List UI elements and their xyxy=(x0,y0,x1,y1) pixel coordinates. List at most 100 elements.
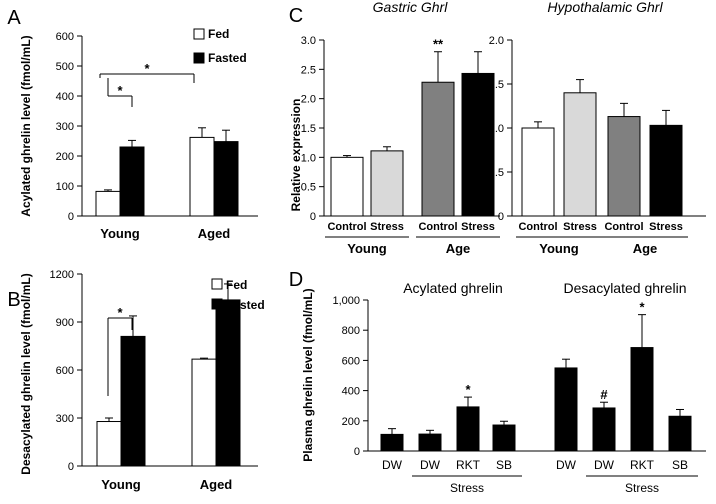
panel-b-ytick-label-0: 0 xyxy=(68,461,74,473)
panel-d-desacylated-category-3: SB xyxy=(672,458,688,472)
panel-d-ytick-label-5: 1,000 xyxy=(332,295,360,307)
panel-letter-a: A xyxy=(7,7,21,29)
panel-c-hypothalamic-ytick-label-0: 0 xyxy=(498,211,504,223)
panel-c-gastric-ytick-label-1: 0.5 xyxy=(301,182,316,194)
panel-c-gastric-bar-1 xyxy=(370,150,404,217)
panel-c-gastric-ytick-label-6: 3.0 xyxy=(301,35,316,47)
panel-d-desacylated-title: Desacylated ghrelin xyxy=(564,280,687,296)
panel-c-gastric-ytick-label-5: 2.5 xyxy=(301,64,316,76)
panel-c-hypothalamic-category-0: Control xyxy=(518,221,557,233)
panel-d-ytick-label-4: 800 xyxy=(342,325,360,337)
panel-c-gastric-category-1: Stress xyxy=(370,221,404,233)
panel-c-hypothalamic-bar-3 xyxy=(649,124,683,217)
panel-letter-c: C xyxy=(289,5,303,27)
panel-d-acylated-category-1: DW xyxy=(420,458,441,472)
panel-d-acylated-title: Acylated ghrelin xyxy=(403,280,503,296)
panel-c-gastric-ytick-label-4: 2.0 xyxy=(301,94,316,106)
panel-a-legend-fasted: Fasted xyxy=(208,51,247,65)
panel-d-desacylated-category-2: RKT xyxy=(630,458,655,472)
panel-b-ytick-label-1: 300 xyxy=(56,413,74,425)
panel-b-ylabel: Desacylated ghrelin level (fmol/mL) xyxy=(19,273,33,474)
panel-c-gastric-bar-3 xyxy=(461,72,495,217)
panel-c-gastric-ytick-label-0: 0 xyxy=(310,211,316,223)
panel-d-desacylated-bar-3 xyxy=(668,415,692,452)
panel-a-bar-fed-aged xyxy=(189,136,215,217)
panel-d-desacylated-mark-1: # xyxy=(600,387,608,402)
panel-c-gastric-ytick-label-3: 1.5 xyxy=(301,123,316,135)
panel-c-gastric-category-3: Stress xyxy=(461,221,495,233)
panel-a-ytick-label-0: 0 xyxy=(68,211,74,223)
panel-d-acylated-category-3: SB xyxy=(496,458,512,472)
panel-d-ytick-label-1: 200 xyxy=(342,416,360,428)
panel-b-legend-fed: Fed xyxy=(226,278,247,292)
panel-c-hypothalamic-ytick-label-1: 0.5 xyxy=(489,167,504,179)
panel-d-desacylated-category-0: DW xyxy=(556,458,577,472)
panel-d-ytick-label-0: 0 xyxy=(354,446,360,458)
panel-a-ytick-label-6: 600 xyxy=(56,31,74,43)
panel-c-gastric-category-2: Control xyxy=(418,221,457,233)
panel-d-desacylated-bar-2 xyxy=(630,347,654,452)
panel-d-acylated-stress-label: Stress xyxy=(450,481,484,495)
panel-a-ytick-label-3: 300 xyxy=(56,121,74,133)
panel-a-legend-fed: Fed xyxy=(208,27,229,41)
panel-c-gastric-ytick-label-2: 1.0 xyxy=(301,152,316,164)
panel-b-bar-fed-young xyxy=(96,421,122,467)
panel-d-acylated-category-0: DW xyxy=(382,458,403,472)
panel-a-bar-fasted-young xyxy=(119,146,145,217)
panel-d-ylabel: Plasma ghrelin level (fmol/mL) xyxy=(301,288,315,461)
panel-d-ytick-label-2: 400 xyxy=(342,386,360,398)
panel-c-hypothalamic-title: Hypothalamic Ghrl xyxy=(547,0,663,15)
panel-c-hypothalamic-bar-0 xyxy=(521,127,555,217)
panel-c-gastric-bar-0 xyxy=(330,156,364,217)
panel-d-acylated-bar-0 xyxy=(380,433,404,452)
panel-a-sig-1: * xyxy=(117,83,123,98)
panel-d-acylated-bar-3 xyxy=(492,424,516,452)
panel-a-bar-fasted-aged xyxy=(213,141,239,217)
panel-c-gastric-title: Gastric Ghrl xyxy=(373,0,449,15)
panel-d-acylated-mark-2: * xyxy=(465,382,471,397)
panel-b-group-young: Young xyxy=(101,477,141,492)
panel-c-hypothalamic-category-2: Control xyxy=(604,221,643,233)
panel-a-ylabel: Acylated ghrelin level (fmol/mL) xyxy=(19,35,33,216)
panel-a-ytick-label-4: 400 xyxy=(56,91,74,103)
panel-b-legend-fasted-swatch xyxy=(211,298,223,310)
panel-a-group-young: Young xyxy=(100,226,140,241)
panel-a-legend-fed-swatch xyxy=(193,28,205,40)
panel-d-ytick-label-3: 600 xyxy=(342,355,360,367)
panel-c-hypothalamic-ytick-label-4: 2.0 xyxy=(489,35,504,47)
panel-b-legend-fasted: Fasted xyxy=(226,298,265,312)
panel-b-ytick-label-4: 1200 xyxy=(50,269,74,281)
panel-a-sig-2: * xyxy=(144,61,150,76)
panel-c-hypothalamic-group-young: Young xyxy=(539,241,579,256)
panel-d-desacylated-bar-0 xyxy=(554,367,578,452)
panel-c-hypothalamic-bar-1 xyxy=(563,92,597,217)
panel-letter-d: D xyxy=(289,269,303,291)
panel-b-legend-fed-swatch xyxy=(211,278,223,290)
panel-b-group-aged: Aged xyxy=(200,477,233,492)
panel-d-desacylated-bar-1 xyxy=(592,407,616,452)
panel-a-ytick-label-1: 100 xyxy=(56,181,74,193)
panel-d-acylated-bar-1 xyxy=(418,433,442,452)
panel-d-desacylated-mark-2: * xyxy=(639,300,645,315)
panel-c-hypothalamic-ytick-label-3: 1.5 xyxy=(489,79,504,91)
panel-b-ytick-label-3: 900 xyxy=(56,317,74,329)
panel-c-hypothalamic-group-age: Age xyxy=(633,241,658,256)
panel-b-ytick-label-2: 600 xyxy=(56,365,74,377)
panel-a-group-aged: Aged xyxy=(198,226,231,241)
panel-a-bar-fed-young xyxy=(95,190,121,217)
panel-c-hypothalamic-bar-2 xyxy=(607,116,641,217)
panel-d-desacylated-category-1: DW xyxy=(594,458,615,472)
panel-c-gastric-bar-2 xyxy=(421,81,455,217)
panel-d-acylated-category-2: RKT xyxy=(456,458,481,472)
panel-c-gastric-category-0: Control xyxy=(327,221,366,233)
panel-b-bar-fed-aged xyxy=(191,358,217,467)
panel-b-bar-fasted-young xyxy=(120,335,146,467)
panel-c-gastric-group-age: Age xyxy=(446,241,471,256)
panel-b-sig-1: * xyxy=(117,305,123,320)
panel-c-gastric-group-young: Young xyxy=(347,241,387,256)
panel-c-hypothalamic-ytick-label-2: 1.0 xyxy=(489,123,504,135)
panel-d-desacylated-stress-label: Stress xyxy=(625,481,659,495)
panel-c-ylabel: Relative expression xyxy=(289,99,303,212)
panel-b-bar-fasted-aged xyxy=(215,299,241,467)
